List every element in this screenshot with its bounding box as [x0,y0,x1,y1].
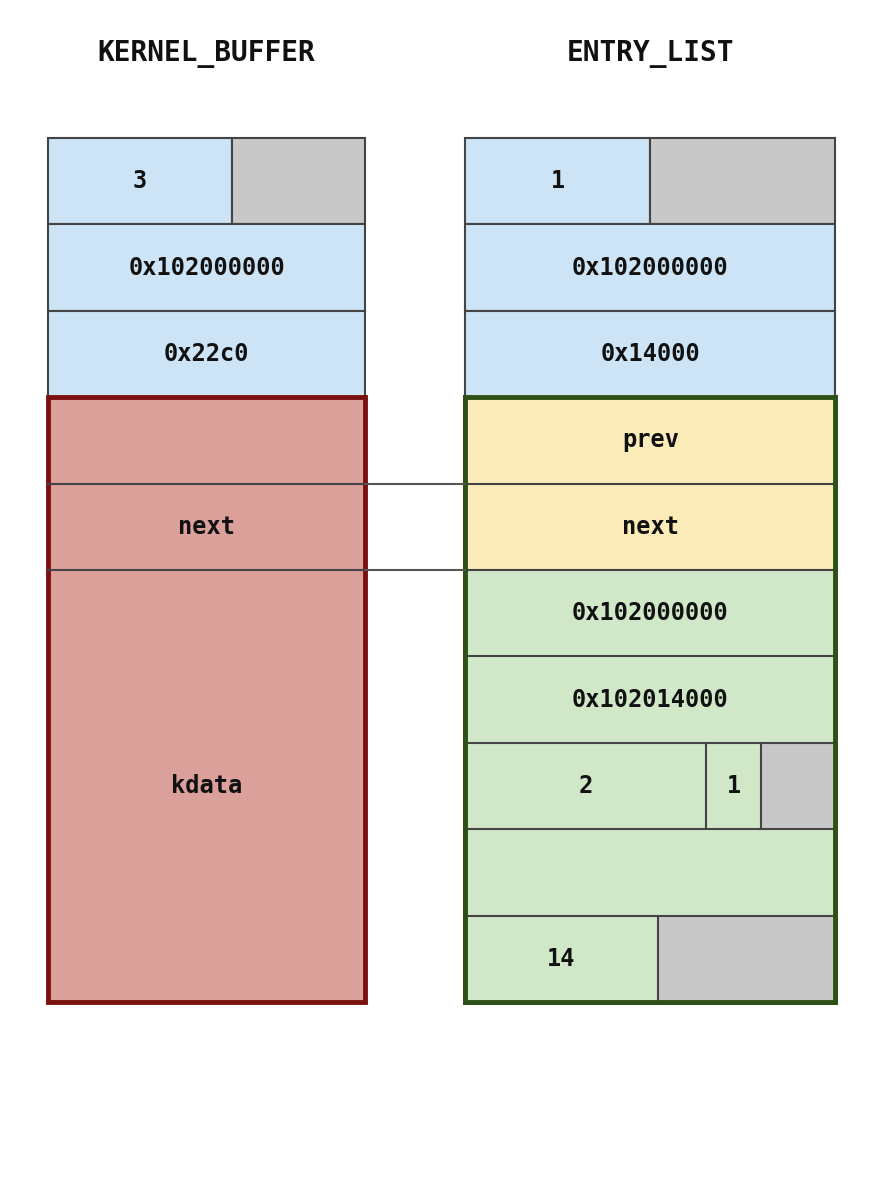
Text: 3: 3 [133,169,147,193]
Text: KERNEL_BUFFER: KERNEL_BUFFER [97,40,315,68]
Text: 0x102014000: 0x102014000 [571,688,728,712]
Bar [705,743,760,829]
Text: 2: 2 [578,774,592,798]
Text: 0x14000: 0x14000 [600,342,700,366]
Bar [465,224,834,311]
Bar [465,743,705,829]
Text: 1: 1 [726,774,740,798]
Text: prev: prev [621,428,678,452]
Bar [650,138,834,224]
Text: 0x102000000: 0x102000000 [571,601,728,625]
Bar [48,397,365,1002]
Bar [465,311,834,397]
Text: 0x102000000: 0x102000000 [128,256,285,280]
Bar [465,656,834,743]
Bar [48,138,232,224]
Bar [232,138,365,224]
Text: 0x102000000: 0x102000000 [571,256,728,280]
Bar [48,311,365,397]
Bar [465,829,834,916]
Bar [465,570,834,656]
Bar [760,743,834,829]
Text: 0x22c0: 0x22c0 [163,342,249,366]
Text: ENTRY_LIST: ENTRY_LIST [566,40,733,68]
Text: 14: 14 [547,947,575,971]
Bar [465,397,834,1002]
Text: 1: 1 [550,169,564,193]
Bar [465,916,657,1002]
Text: next: next [621,515,678,539]
Text: kdata: kdata [171,774,242,798]
Bar [657,916,834,1002]
Bar [465,397,834,484]
Bar [465,397,834,1002]
Bar [465,484,834,570]
Bar [465,138,650,224]
Bar [48,224,365,311]
Text: next: next [178,515,235,539]
